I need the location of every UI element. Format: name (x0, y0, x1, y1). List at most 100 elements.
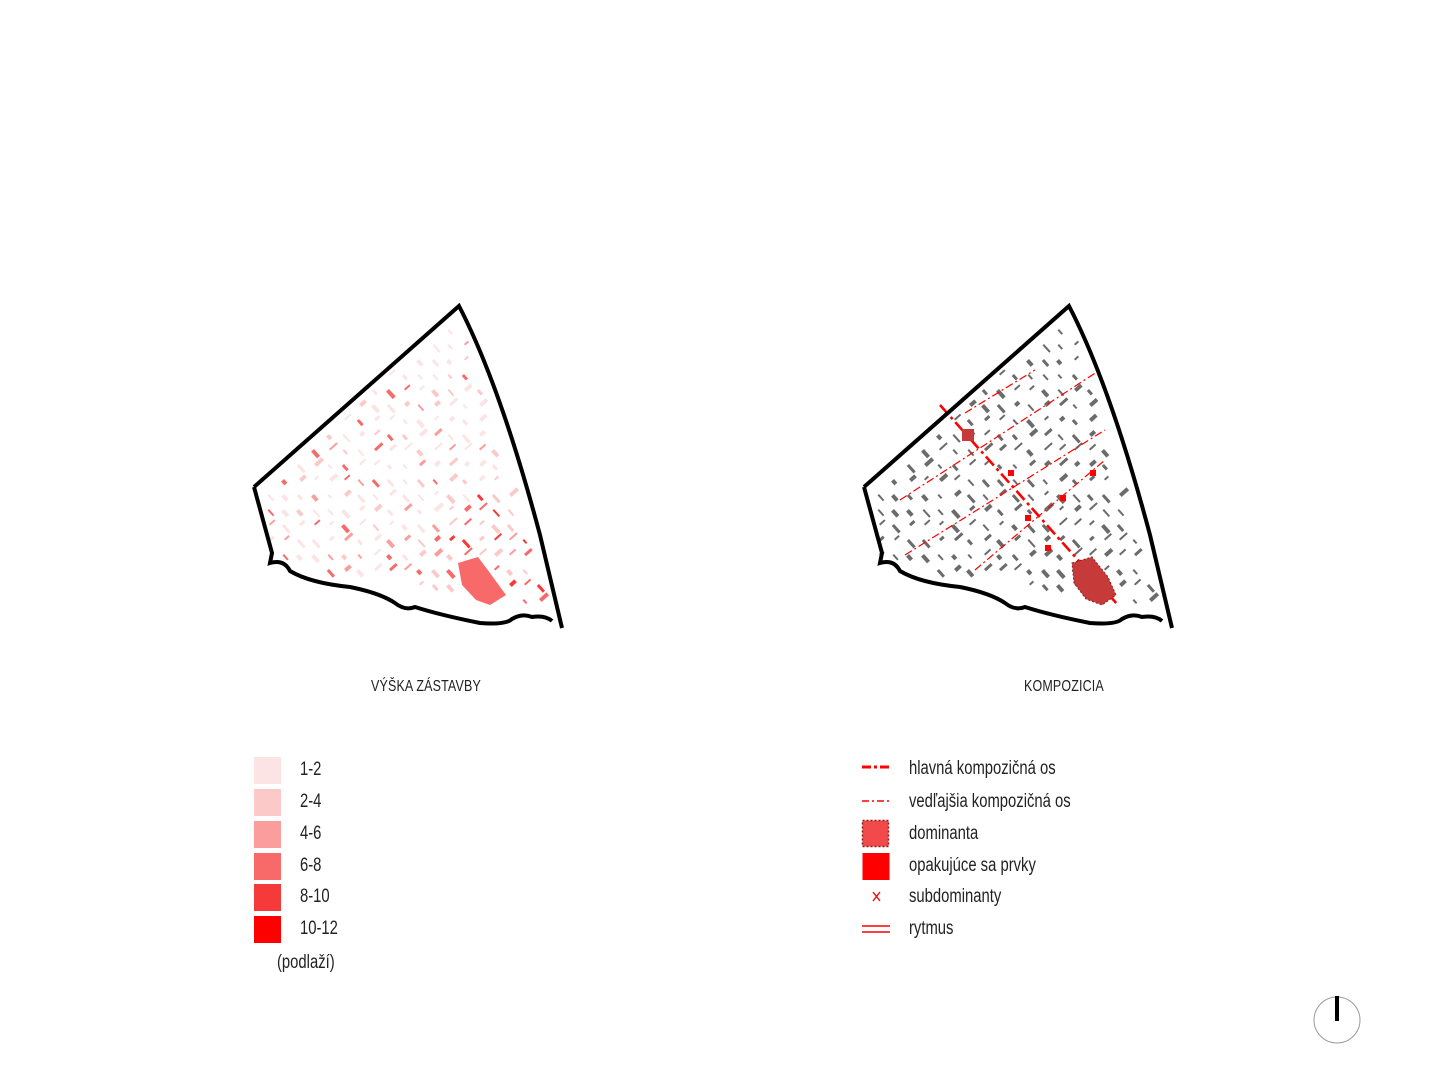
composition-map-secondary-axis (899, 369, 1101, 501)
building-footprint (922, 508, 931, 518)
building-footprint (374, 414, 381, 422)
building-footprint (1089, 535, 1095, 542)
building-footprint (386, 388, 396, 400)
building-footprint (954, 532, 964, 542)
composition-map-dominant (1071, 556, 1117, 606)
building-footprint (1041, 389, 1050, 398)
building-footprint (431, 569, 441, 579)
building-footprint (269, 519, 276, 526)
building-footprint (909, 519, 916, 527)
building-footprint (372, 524, 380, 532)
building-footprint (461, 539, 471, 549)
building-footprint (1119, 548, 1127, 556)
building-footprint (1042, 479, 1049, 485)
building-footprint (1146, 584, 1156, 593)
height-legend-label: 6-8 (300, 855, 322, 876)
building-footprint (327, 464, 333, 470)
building-footprint (446, 569, 456, 580)
building-footprint (1026, 419, 1036, 429)
building-footprint (449, 505, 455, 511)
building-footprint (879, 519, 886, 526)
building-footprint (446, 584, 455, 593)
building-footprint (296, 509, 304, 517)
building-footprint (1149, 592, 1160, 602)
building-footprint (1074, 383, 1083, 392)
building-footprint (478, 397, 489, 407)
height-unit-note: (podlaží) (277, 952, 335, 973)
building-footprint (937, 494, 943, 500)
building-footprint (969, 399, 977, 407)
building-footprint (1011, 434, 1019, 441)
building-footprint (431, 389, 440, 398)
building-footprint (908, 474, 917, 482)
height-map (250, 295, 570, 640)
building-footprint (1057, 344, 1064, 350)
dominant-icon (861, 819, 890, 848)
height-map-svg (252, 302, 564, 629)
composition-map-repeating-elements (1008, 470, 1096, 551)
building-footprint (1027, 494, 1035, 502)
height-legend-item: 6-8 (254, 851, 321, 881)
building-footprint (329, 472, 339, 482)
height-legend-item: 4-6 (254, 819, 321, 849)
building-footprint (1026, 509, 1033, 515)
building-footprint (1071, 374, 1079, 381)
building-footprint (461, 419, 469, 426)
building-footprint (509, 579, 517, 587)
building-footprint (939, 520, 945, 526)
building-footprint (418, 549, 427, 557)
building-footprint (954, 413, 962, 421)
building-footprint (1029, 580, 1035, 586)
building-footprint (434, 415, 440, 421)
building-footprint (401, 494, 411, 503)
building-footprint (1072, 493, 1081, 503)
composition-legend-label: vedľajšia kompozičná os (909, 791, 1071, 812)
building-footprint (374, 442, 384, 452)
building-footprint (478, 459, 487, 467)
building-footprint (1117, 509, 1125, 517)
building-footprint (434, 427, 443, 437)
repeating-elements-icon (862, 853, 890, 880)
building-footprint (983, 442, 994, 452)
building-footprint (1014, 442, 1023, 451)
building-footprint (401, 374, 409, 381)
building-footprint (447, 433, 454, 441)
building-footprint (1071, 479, 1078, 485)
building-footprint (329, 535, 335, 542)
building-footprint (984, 562, 993, 572)
building-footprint (374, 562, 383, 572)
building-footprint (937, 509, 944, 516)
building-footprint (1104, 475, 1110, 481)
building-footprint (1014, 502, 1023, 512)
building-footprint (374, 548, 382, 556)
secondary-axis-icon (862, 800, 890, 802)
building-footprint (491, 524, 501, 535)
building-footprint (447, 329, 454, 335)
building-footprint (508, 487, 520, 497)
building-footprint (401, 434, 409, 441)
building-footprint (877, 494, 885, 502)
building-footprint (967, 554, 973, 560)
building-footprint (952, 433, 961, 443)
building-footprint (281, 479, 288, 486)
building-footprint (999, 443, 1007, 452)
building-footprint (1044, 490, 1050, 496)
building-footprint (417, 494, 425, 502)
building-footprint (374, 503, 383, 512)
building-footprint (507, 509, 515, 517)
building-footprint (1059, 505, 1065, 511)
building-footprint (1056, 554, 1064, 562)
building-footprint (1074, 355, 1080, 361)
building-footprint (479, 413, 488, 422)
building-footprint (999, 562, 1008, 572)
composition-legend-item: hlavná kompozičná os (861, 754, 1056, 784)
building-footprint (967, 479, 975, 487)
building-footprint (434, 502, 445, 512)
building-footprint (327, 494, 333, 500)
building-footprint (461, 434, 471, 444)
building-footprint (506, 569, 514, 577)
building-footprint (936, 434, 943, 441)
building-footprint (1072, 404, 1078, 410)
building-footprint (389, 488, 397, 497)
building-footprint (1014, 384, 1021, 391)
